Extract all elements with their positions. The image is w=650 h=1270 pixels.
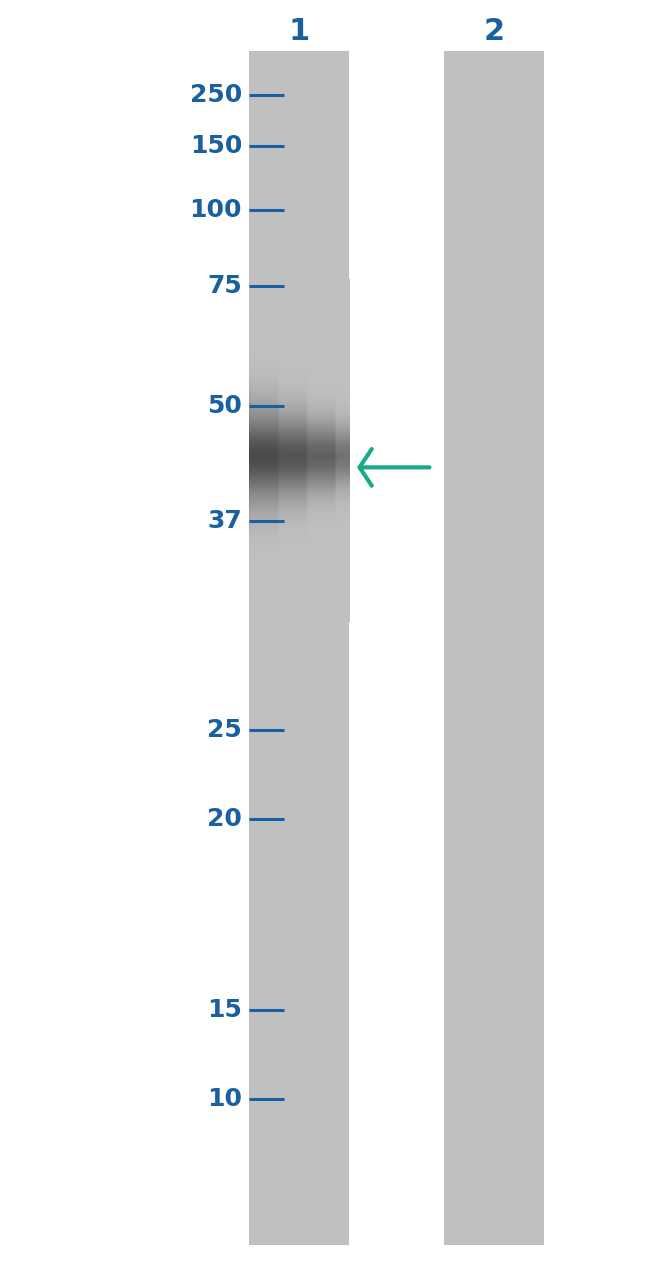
Bar	[248, 51, 350, 1245]
Text: 50: 50	[207, 395, 242, 418]
Text: 100: 100	[190, 198, 242, 221]
Text: 75: 75	[207, 274, 242, 297]
Text: 2: 2	[484, 18, 504, 46]
Bar	[443, 51, 545, 1245]
Text: 20: 20	[207, 808, 242, 831]
Text: 37: 37	[207, 509, 242, 532]
Text: 1: 1	[289, 18, 309, 46]
Text: 25: 25	[207, 719, 242, 742]
Text: 150: 150	[190, 135, 242, 157]
Text: 250: 250	[190, 84, 242, 107]
Text: 15: 15	[207, 998, 242, 1021]
Text: 10: 10	[207, 1087, 242, 1110]
